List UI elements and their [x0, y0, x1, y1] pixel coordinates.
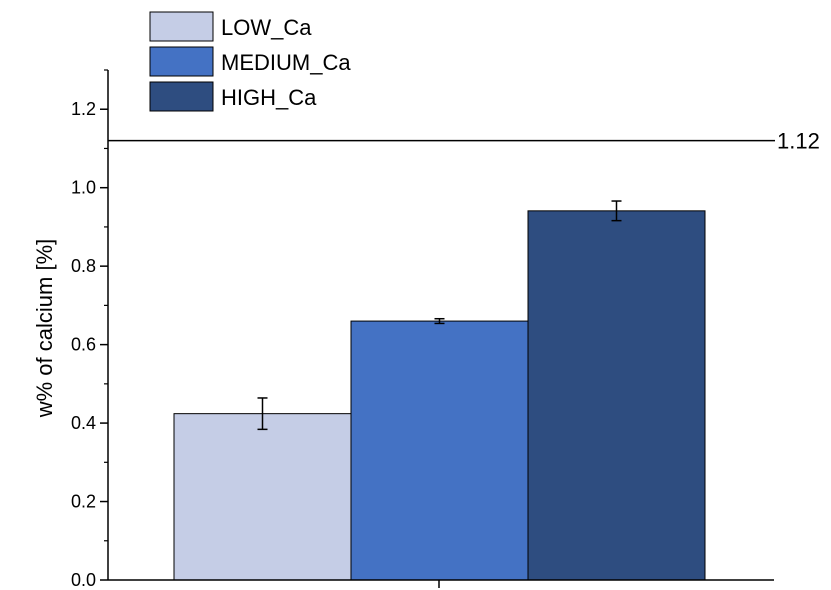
bar-high-ca [527, 210, 706, 581]
legend-swatch-high-ca [149, 81, 214, 112]
legend-swatch-medium-ca [149, 46, 214, 77]
y-tick-label: 0.8 [71, 256, 96, 276]
y-tick-label: 1.2 [71, 99, 96, 119]
legend-swatch-low-ca [149, 11, 214, 42]
y-tick-label: 0.0 [71, 570, 96, 590]
bar-medium-ca [350, 320, 529, 581]
legend: LOW_Ca MEDIUM_Ca HIGH_Ca [149, 11, 351, 112]
legend-label: HIGH_Ca [221, 85, 317, 110]
y-tick-label: 0.2 [71, 492, 96, 512]
y-tick-label: 0.6 [71, 335, 96, 355]
y-axis-title: w% of calcium [%] [32, 239, 57, 419]
reference-line-label: 1.12 [777, 129, 820, 154]
plot-area: 0.0 0.2 0.4 0.6 0.8 1.0 1.2 1.12 [71, 69, 820, 590]
y-tick-label: 0.4 [71, 413, 96, 433]
bar-low-ca [173, 413, 352, 581]
legend-label: MEDIUM_Ca [221, 50, 351, 75]
legend-label: LOW_Ca [221, 15, 312, 40]
y-tick-label: 1.0 [71, 178, 96, 198]
